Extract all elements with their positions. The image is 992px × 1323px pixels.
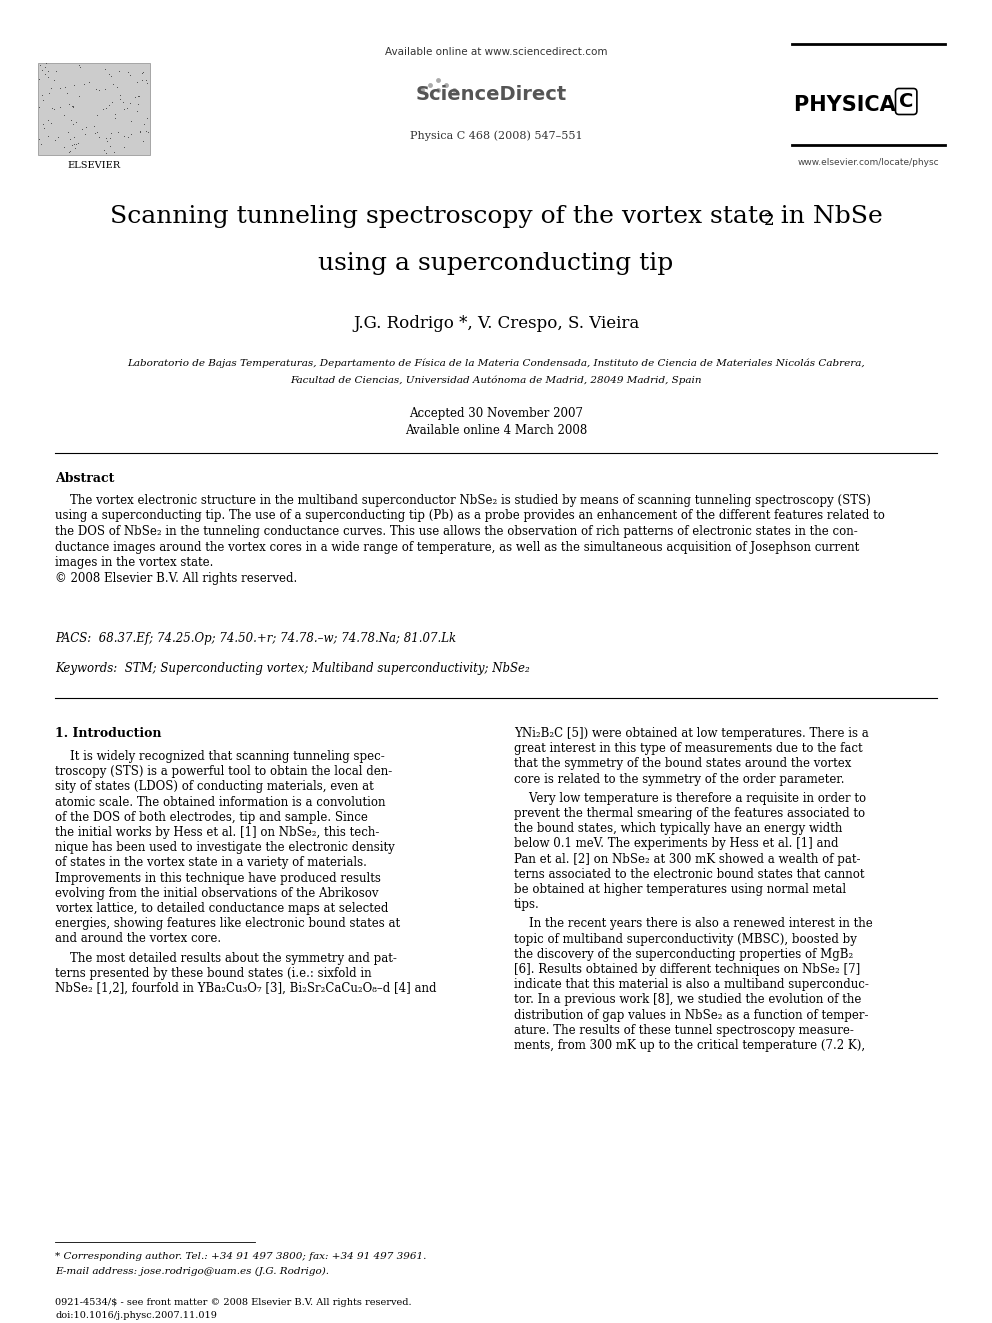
Text: troscopy (STS) is a powerful tool to obtain the local den-: troscopy (STS) is a powerful tool to obt… <box>55 765 392 778</box>
Text: evolving from the initial observations of the Abrikosov: evolving from the initial observations o… <box>55 886 379 900</box>
Text: core is related to the symmetry of the order parameter.: core is related to the symmetry of the o… <box>514 773 844 786</box>
Text: ELSEVIER: ELSEVIER <box>67 161 121 169</box>
Text: It is widely recognized that scanning tunneling spec-: It is widely recognized that scanning tu… <box>55 750 385 763</box>
Text: [6]. Results obtained by different techniques on NbSe₂ [7]: [6]. Results obtained by different techn… <box>514 963 860 976</box>
Text: topic of multiband superconductivity (MBSC), boosted by: topic of multiband superconductivity (MB… <box>514 933 857 946</box>
Bar <box>38 64 150 155</box>
Text: Facultad de Ciencias, Universidad Autónoma de Madrid, 28049 Madrid, Spain: Facultad de Ciencias, Universidad Autóno… <box>291 376 701 385</box>
Text: vortex lattice, to detailed conductance maps at selected: vortex lattice, to detailed conductance … <box>55 902 389 916</box>
Text: The vortex electronic structure in the multiband superconductor NbSe₂ is studied: The vortex electronic structure in the m… <box>55 493 871 507</box>
Text: and around the vortex core.: and around the vortex core. <box>55 933 221 946</box>
Text: * Corresponding author. Tel.: +34 91 497 3800; fax: +34 91 497 3961.: * Corresponding author. Tel.: +34 91 497… <box>55 1252 427 1261</box>
Text: distribution of gap values in NbSe₂ as a function of temper-: distribution of gap values in NbSe₂ as a… <box>514 1008 869 1021</box>
Text: nique has been used to investigate the electronic density: nique has been used to investigate the e… <box>55 841 395 855</box>
Text: atomic scale. The obtained information is a convolution: atomic scale. The obtained information i… <box>55 795 386 808</box>
Text: tips.: tips. <box>514 898 540 912</box>
Text: below 0.1 meV. The experiments by Hess et al. [1] and: below 0.1 meV. The experiments by Hess e… <box>514 837 838 851</box>
Text: ments, from 300 mK up to the critical temperature (7.2 K),: ments, from 300 mK up to the critical te… <box>514 1039 865 1052</box>
Text: images in the vortex state.: images in the vortex state. <box>55 556 213 569</box>
Text: YNi₂B₂C [5]) were obtained at low temperatures. There is a: YNi₂B₂C [5]) were obtained at low temper… <box>514 728 869 740</box>
Text: of states in the vortex state in a variety of materials.: of states in the vortex state in a varie… <box>55 856 367 869</box>
Text: PHYSICA: PHYSICA <box>794 95 903 115</box>
Text: Available online 4 March 2008: Available online 4 March 2008 <box>405 423 587 437</box>
Text: ductance images around the vortex cores in a wide range of temperature, as well : ductance images around the vortex cores … <box>55 541 859 553</box>
Text: Available online at www.sciencedirect.com: Available online at www.sciencedirect.co… <box>385 48 607 57</box>
Text: using a superconducting tip. The use of a superconducting tip (Pb) as a probe pr: using a superconducting tip. The use of … <box>55 509 885 523</box>
Text: E-mail address: jose.rodrigo@uam.es (J.G. Rodrigo).: E-mail address: jose.rodrigo@uam.es (J.G… <box>55 1267 329 1277</box>
Text: great interest in this type of measurements due to the fact: great interest in this type of measureme… <box>514 742 863 755</box>
Text: indicate that this material is also a multiband superconduc-: indicate that this material is also a mu… <box>514 978 869 991</box>
Text: of the DOS of both electrodes, tip and sample. Since: of the DOS of both electrodes, tip and s… <box>55 811 368 824</box>
Text: the discovery of the superconducting properties of MgB₂: the discovery of the superconducting pro… <box>514 947 853 960</box>
Text: be obtained at higher temperatures using normal metal: be obtained at higher temperatures using… <box>514 882 846 896</box>
Text: terns presented by these bound states (i.e.: sixfold in: terns presented by these bound states (i… <box>55 967 372 980</box>
Text: 0921-4534/$ - see front matter © 2008 Elsevier B.V. All rights reserved.: 0921-4534/$ - see front matter © 2008 El… <box>55 1298 412 1307</box>
Text: ScienceDirect: ScienceDirect <box>416 85 566 105</box>
Text: In the recent years there is also a renewed interest in the: In the recent years there is also a rene… <box>514 917 873 930</box>
Text: sity of states (LDOS) of conducting materials, even at: sity of states (LDOS) of conducting mate… <box>55 781 374 794</box>
Text: the bound states, which typically have an energy width: the bound states, which typically have a… <box>514 822 842 835</box>
Text: PACS:  68.37.Ef; 74.25.Op; 74.50.+r; 74.78.–w; 74.78.Na; 81.07.Lk: PACS: 68.37.Ef; 74.25.Op; 74.50.+r; 74.7… <box>55 632 456 646</box>
Text: using a superconducting tip: using a superconducting tip <box>318 251 674 275</box>
Text: C: C <box>899 93 914 111</box>
Text: ature. The results of these tunnel spectroscopy measure-: ature. The results of these tunnel spect… <box>514 1024 854 1037</box>
Text: The most detailed results about the symmetry and pat-: The most detailed results about the symm… <box>55 951 397 964</box>
Text: the initial works by Hess et al. [1] on NbSe₂, this tech-: the initial works by Hess et al. [1] on … <box>55 826 379 839</box>
Text: NbSe₂ [1,2], fourfold in YBa₂Cu₃O₇ [3], Bi₂Sr₂CaCu₂O₈–d [4] and: NbSe₂ [1,2], fourfold in YBa₂Cu₃O₇ [3], … <box>55 982 436 995</box>
Text: Improvements in this technique have produced results: Improvements in this technique have prod… <box>55 872 381 885</box>
Text: Accepted 30 November 2007: Accepted 30 November 2007 <box>409 407 583 419</box>
Text: Scanning tunneling spectroscopy of the vortex state in NbSe: Scanning tunneling spectroscopy of the v… <box>110 205 882 228</box>
Text: the DOS of NbSe₂ in the tunneling conductance curves. This use allows the observ: the DOS of NbSe₂ in the tunneling conduc… <box>55 525 858 538</box>
Text: Keywords:  STM; Superconducting vortex; Multiband superconductivity; NbSe₂: Keywords: STM; Superconducting vortex; M… <box>55 662 530 675</box>
Text: Physica C 468 (2008) 547–551: Physica C 468 (2008) 547–551 <box>410 130 582 140</box>
Text: J.G. Rodrigo *, V. Crespo, S. Vieira: J.G. Rodrigo *, V. Crespo, S. Vieira <box>353 315 639 332</box>
Text: terns associated to the electronic bound states that cannot: terns associated to the electronic bound… <box>514 868 864 881</box>
Text: Laboratorio de Bajas Temperaturas, Departamento de Física de la Materia Condensa: Laboratorio de Bajas Temperaturas, Depar… <box>127 359 865 368</box>
Text: Pan et al. [2] on NbSe₂ at 300 mK showed a wealth of pat-: Pan et al. [2] on NbSe₂ at 300 mK showed… <box>514 852 860 865</box>
Text: © 2008 Elsevier B.V. All rights reserved.: © 2008 Elsevier B.V. All rights reserved… <box>55 572 298 585</box>
Text: that the symmetry of the bound states around the vortex: that the symmetry of the bound states ar… <box>514 757 851 770</box>
Text: www.elsevier.com/locate/physc: www.elsevier.com/locate/physc <box>798 157 939 167</box>
Text: Abstract: Abstract <box>55 472 114 486</box>
Text: 2: 2 <box>764 212 775 229</box>
Text: prevent the thermal smearing of the features associated to: prevent the thermal smearing of the feat… <box>514 807 865 820</box>
Text: tor. In a previous work [8], we studied the evolution of the: tor. In a previous work [8], we studied … <box>514 994 861 1007</box>
Text: doi:10.1016/j.physc.2007.11.019: doi:10.1016/j.physc.2007.11.019 <box>55 1311 217 1320</box>
Text: Very low temperature is therefore a requisite in order to: Very low temperature is therefore a requ… <box>514 791 866 804</box>
Text: energies, showing features like electronic bound states at: energies, showing features like electron… <box>55 917 400 930</box>
Text: 1. Introduction: 1. Introduction <box>55 728 162 740</box>
